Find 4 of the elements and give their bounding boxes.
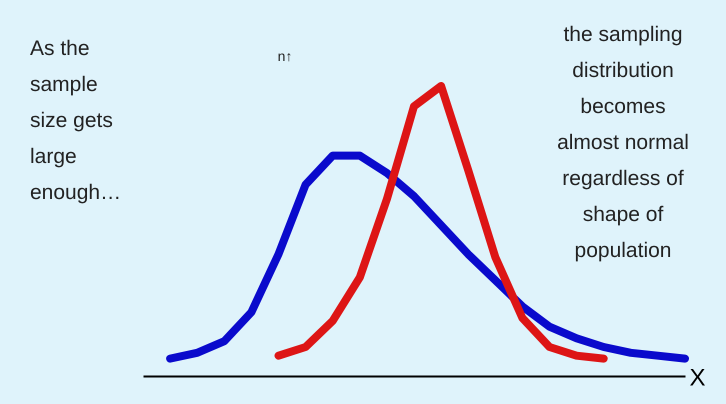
text: As the sample size gets large enough…: [30, 37, 122, 204]
text: n↑: [278, 48, 292, 64]
x-axis-title: X: [690, 364, 706, 392]
annotation: the sampling distribution becomes almost normal regardless of shape of population: [557, 23, 689, 262]
